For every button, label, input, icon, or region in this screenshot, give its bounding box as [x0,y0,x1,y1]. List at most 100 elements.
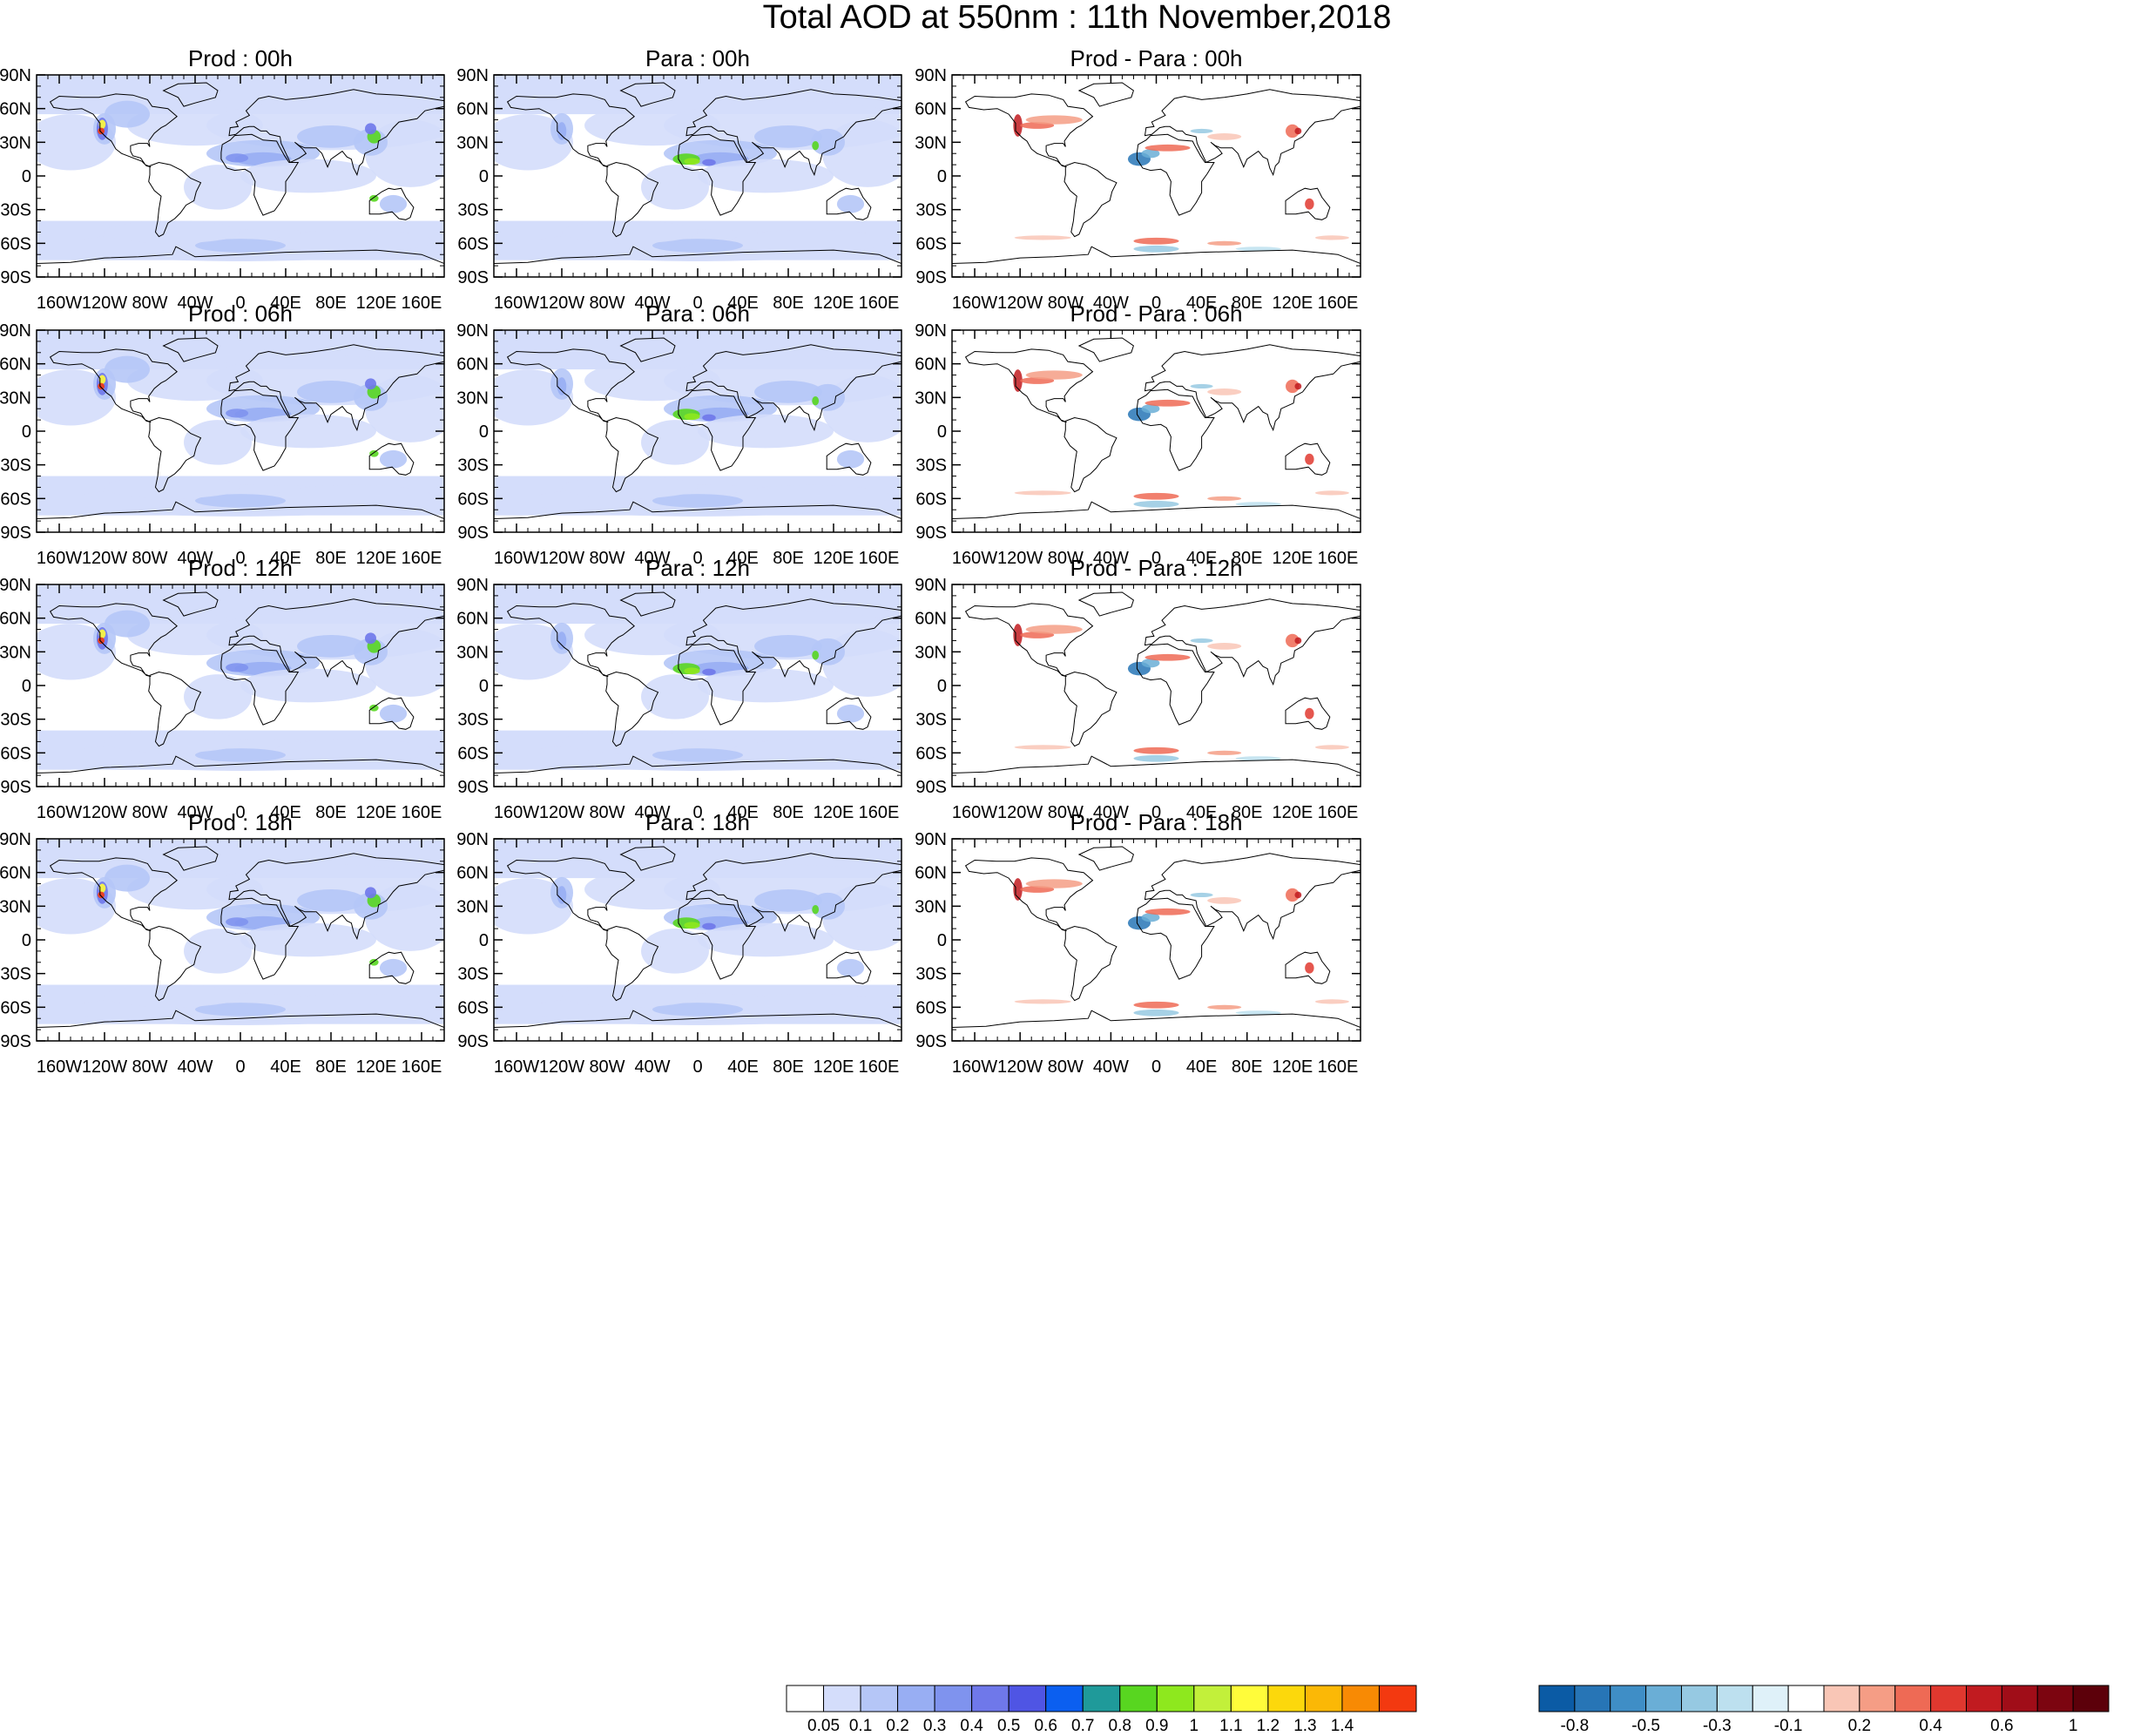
coastline-antarctica [494,755,901,787]
colorbar-label: -0.3 [1703,1717,1732,1735]
aod-field [698,922,834,957]
aod-field [732,484,890,508]
colorbar-label: 0.1 [849,1717,872,1735]
coastline-samerica [148,416,202,493]
lat-label: 60S [457,744,489,763]
colorbar-swatch [1610,1685,1647,1712]
lat-label: 90N [456,830,489,849]
aod-field [379,194,408,213]
colorbar-swatch [1119,1685,1158,1712]
lon-label: 80W [1048,549,1084,568]
colorbar-swatch [1894,1685,1932,1712]
lon-label: 40W [177,1057,213,1077]
lon-label: 40W [634,803,670,822]
lon-label: 40W [177,549,213,568]
lon-label: 40E [727,549,759,568]
map-panel: 90N 60N 30N 0 30S 60S 90S 160W 120W 80W 40W 0 40E 80E… [456,45,902,313]
colorbar-swatch [1574,1685,1611,1712]
coastline-greenland [619,846,676,871]
coastline-africa [678,388,757,471]
lon-label: 80E [1232,549,1263,568]
lat-label: 30S [915,711,947,730]
aod-field [684,413,700,421]
aod-field [240,159,376,193]
lat-label: 30S [0,456,31,476]
lat-label: 0 [22,677,31,696]
colorbar-swatch [1966,1685,2002,1712]
panel-title: Prod - Para : 12h [1070,555,1243,581]
lon-label: 120E [1272,294,1313,313]
coastline-eurasia [685,853,901,941]
aod-field [98,375,106,384]
difference-field [1235,1010,1281,1016]
aod-field [98,883,106,893]
aod-field [652,748,743,762]
lon-label: 160W [37,803,82,822]
lon-label: 120W [997,1057,1043,1077]
lon-label: 0 [1151,803,1161,822]
difference-field [1207,240,1242,246]
lat-label: 0 [22,422,31,442]
colorbar-label: 1 [2069,1717,2078,1735]
lon-label: 80W [1048,1057,1084,1077]
lon-label: 80E [1232,803,1263,822]
lat-label: 60N [915,610,947,629]
aod-field [226,663,249,672]
colorbar-swatch [1859,1685,1896,1712]
colorbar-swatch [1082,1685,1121,1712]
panel-title: Prod - Para : 00h [1070,45,1243,71]
difference-field [1286,888,1300,902]
lat-label: 30S [915,201,947,220]
map-panel: 90N 60N 30N 0 30S 60S 90S 160W 120W 80W 40W 0 40E 80E… [915,45,1361,313]
aod-field [365,887,376,899]
lat-label: 90S [457,1032,489,1051]
lat-label: 90S [0,524,31,543]
colorbar-swatch [1930,1685,1967,1712]
coastline-greenland [619,82,676,107]
lon-label: 40W [634,549,670,568]
figure-title: Total AOD at 550nm : 11th November,2018 [762,0,1392,36]
coastline-australia [368,187,415,220]
lat-label: 90S [457,524,489,543]
colorbar-swatch [1716,1685,1753,1712]
difference-field [1305,707,1314,719]
panel-title: Prod : 06h [188,301,293,327]
aod-field [98,637,105,645]
coastline-samerica [148,161,202,238]
lon-label: 40E [1186,803,1218,822]
aod-field [195,1003,286,1017]
lat-label: 30S [457,201,489,220]
lon-label: 40E [727,803,759,822]
coastline-africa [220,643,300,726]
lat-label: 30N [456,133,489,152]
panel-title: Prod - Para : 18h [1070,809,1243,835]
coastline-greenland [1077,337,1134,362]
aod-field [836,958,865,977]
lon-label: 120W [539,803,584,822]
coastline-samerica [1063,161,1118,238]
panel-title: Prod - Para : 06h [1070,301,1243,327]
coastline-australia [368,951,415,984]
lat-label: 0 [22,931,31,950]
coastline-samerica [605,416,659,493]
lon-label: 120E [814,1057,854,1077]
lat-label: 0 [937,931,947,950]
coastline-eurasia [228,598,444,686]
coastline-namerica [506,348,635,423]
coastline-eurasia [685,89,901,177]
map-panel: 90N 60N 30N 0 30S 60S 90S 160W 120W 80W 40W 0 40E 80E… [456,555,902,822]
lon-label: 80W [589,549,625,568]
lat-label: 60S [915,234,947,253]
lon-label: 160E [859,549,900,568]
colorbar-label: -0.8 [1561,1717,1590,1735]
lon-label: 0 [235,294,245,313]
lon-label: 0 [235,549,245,568]
difference-field [1286,633,1300,648]
difference-field [1190,383,1213,389]
difference-field [1133,1009,1179,1017]
lat-label: 60S [915,998,947,1017]
coastline-eurasia [685,598,901,686]
coastline-samerica [1063,416,1118,493]
aod-field [652,239,743,253]
lon-label: 80E [773,549,804,568]
